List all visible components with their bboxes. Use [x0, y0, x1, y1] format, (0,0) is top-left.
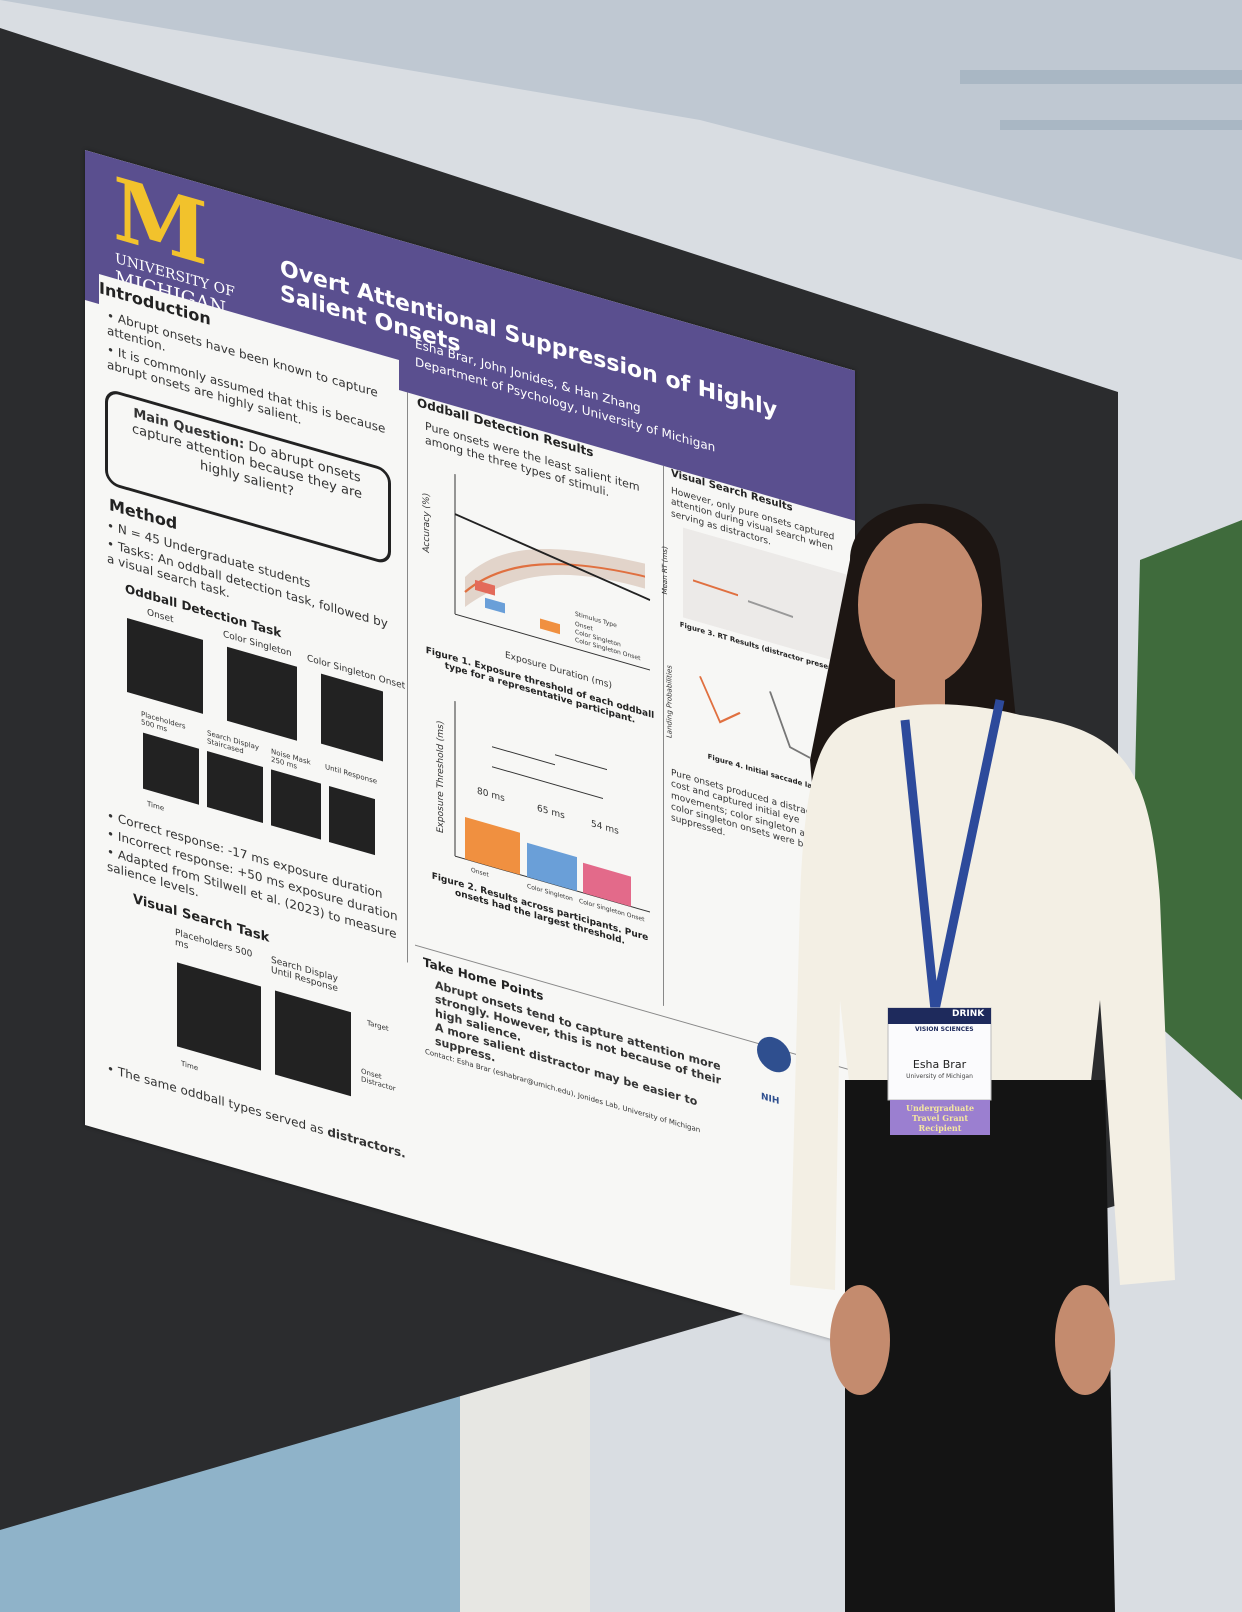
hand [1055, 1285, 1115, 1395]
significance [492, 746, 607, 800]
threshold-line [454, 513, 651, 601]
box [485, 597, 505, 614]
pants [845, 1080, 1115, 1612]
badge-name: Esha Brar [912, 1058, 967, 1071]
blouse [790, 704, 1175, 1290]
panel [683, 527, 853, 667]
line [769, 691, 811, 759]
figure-1 [454, 473, 651, 671]
badge-top: DRINK [952, 1009, 985, 1019]
line [699, 676, 741, 724]
figure-2 [454, 700, 650, 913]
hand [830, 1285, 890, 1395]
bar [527, 842, 577, 892]
badge-affiliation: University of Michigan [906, 1073, 973, 1080]
face [858, 523, 982, 687]
badge-band [888, 1008, 991, 1024]
badge-ribbon: Undergraduate Travel Grant Recipient [905, 1103, 975, 1133]
bar [465, 816, 520, 875]
band [465, 549, 645, 607]
axis [455, 613, 650, 671]
poster: M UNIVERSITY OF MICHIGAN Overt Attention… [85, 150, 855, 1346]
curve [464, 563, 646, 593]
box [475, 579, 495, 596]
figure-4 [699, 676, 811, 759]
box [540, 618, 560, 635]
bar [583, 862, 631, 907]
ceiling [0, 0, 1242, 260]
line [747, 600, 794, 618]
pipe [960, 70, 1242, 84]
line [692, 579, 739, 597]
badge-event: VISION SCIENCES [915, 1026, 974, 1033]
figure-3 [683, 527, 853, 667]
pipe [1000, 120, 1242, 130]
ribbon [890, 1100, 990, 1135]
